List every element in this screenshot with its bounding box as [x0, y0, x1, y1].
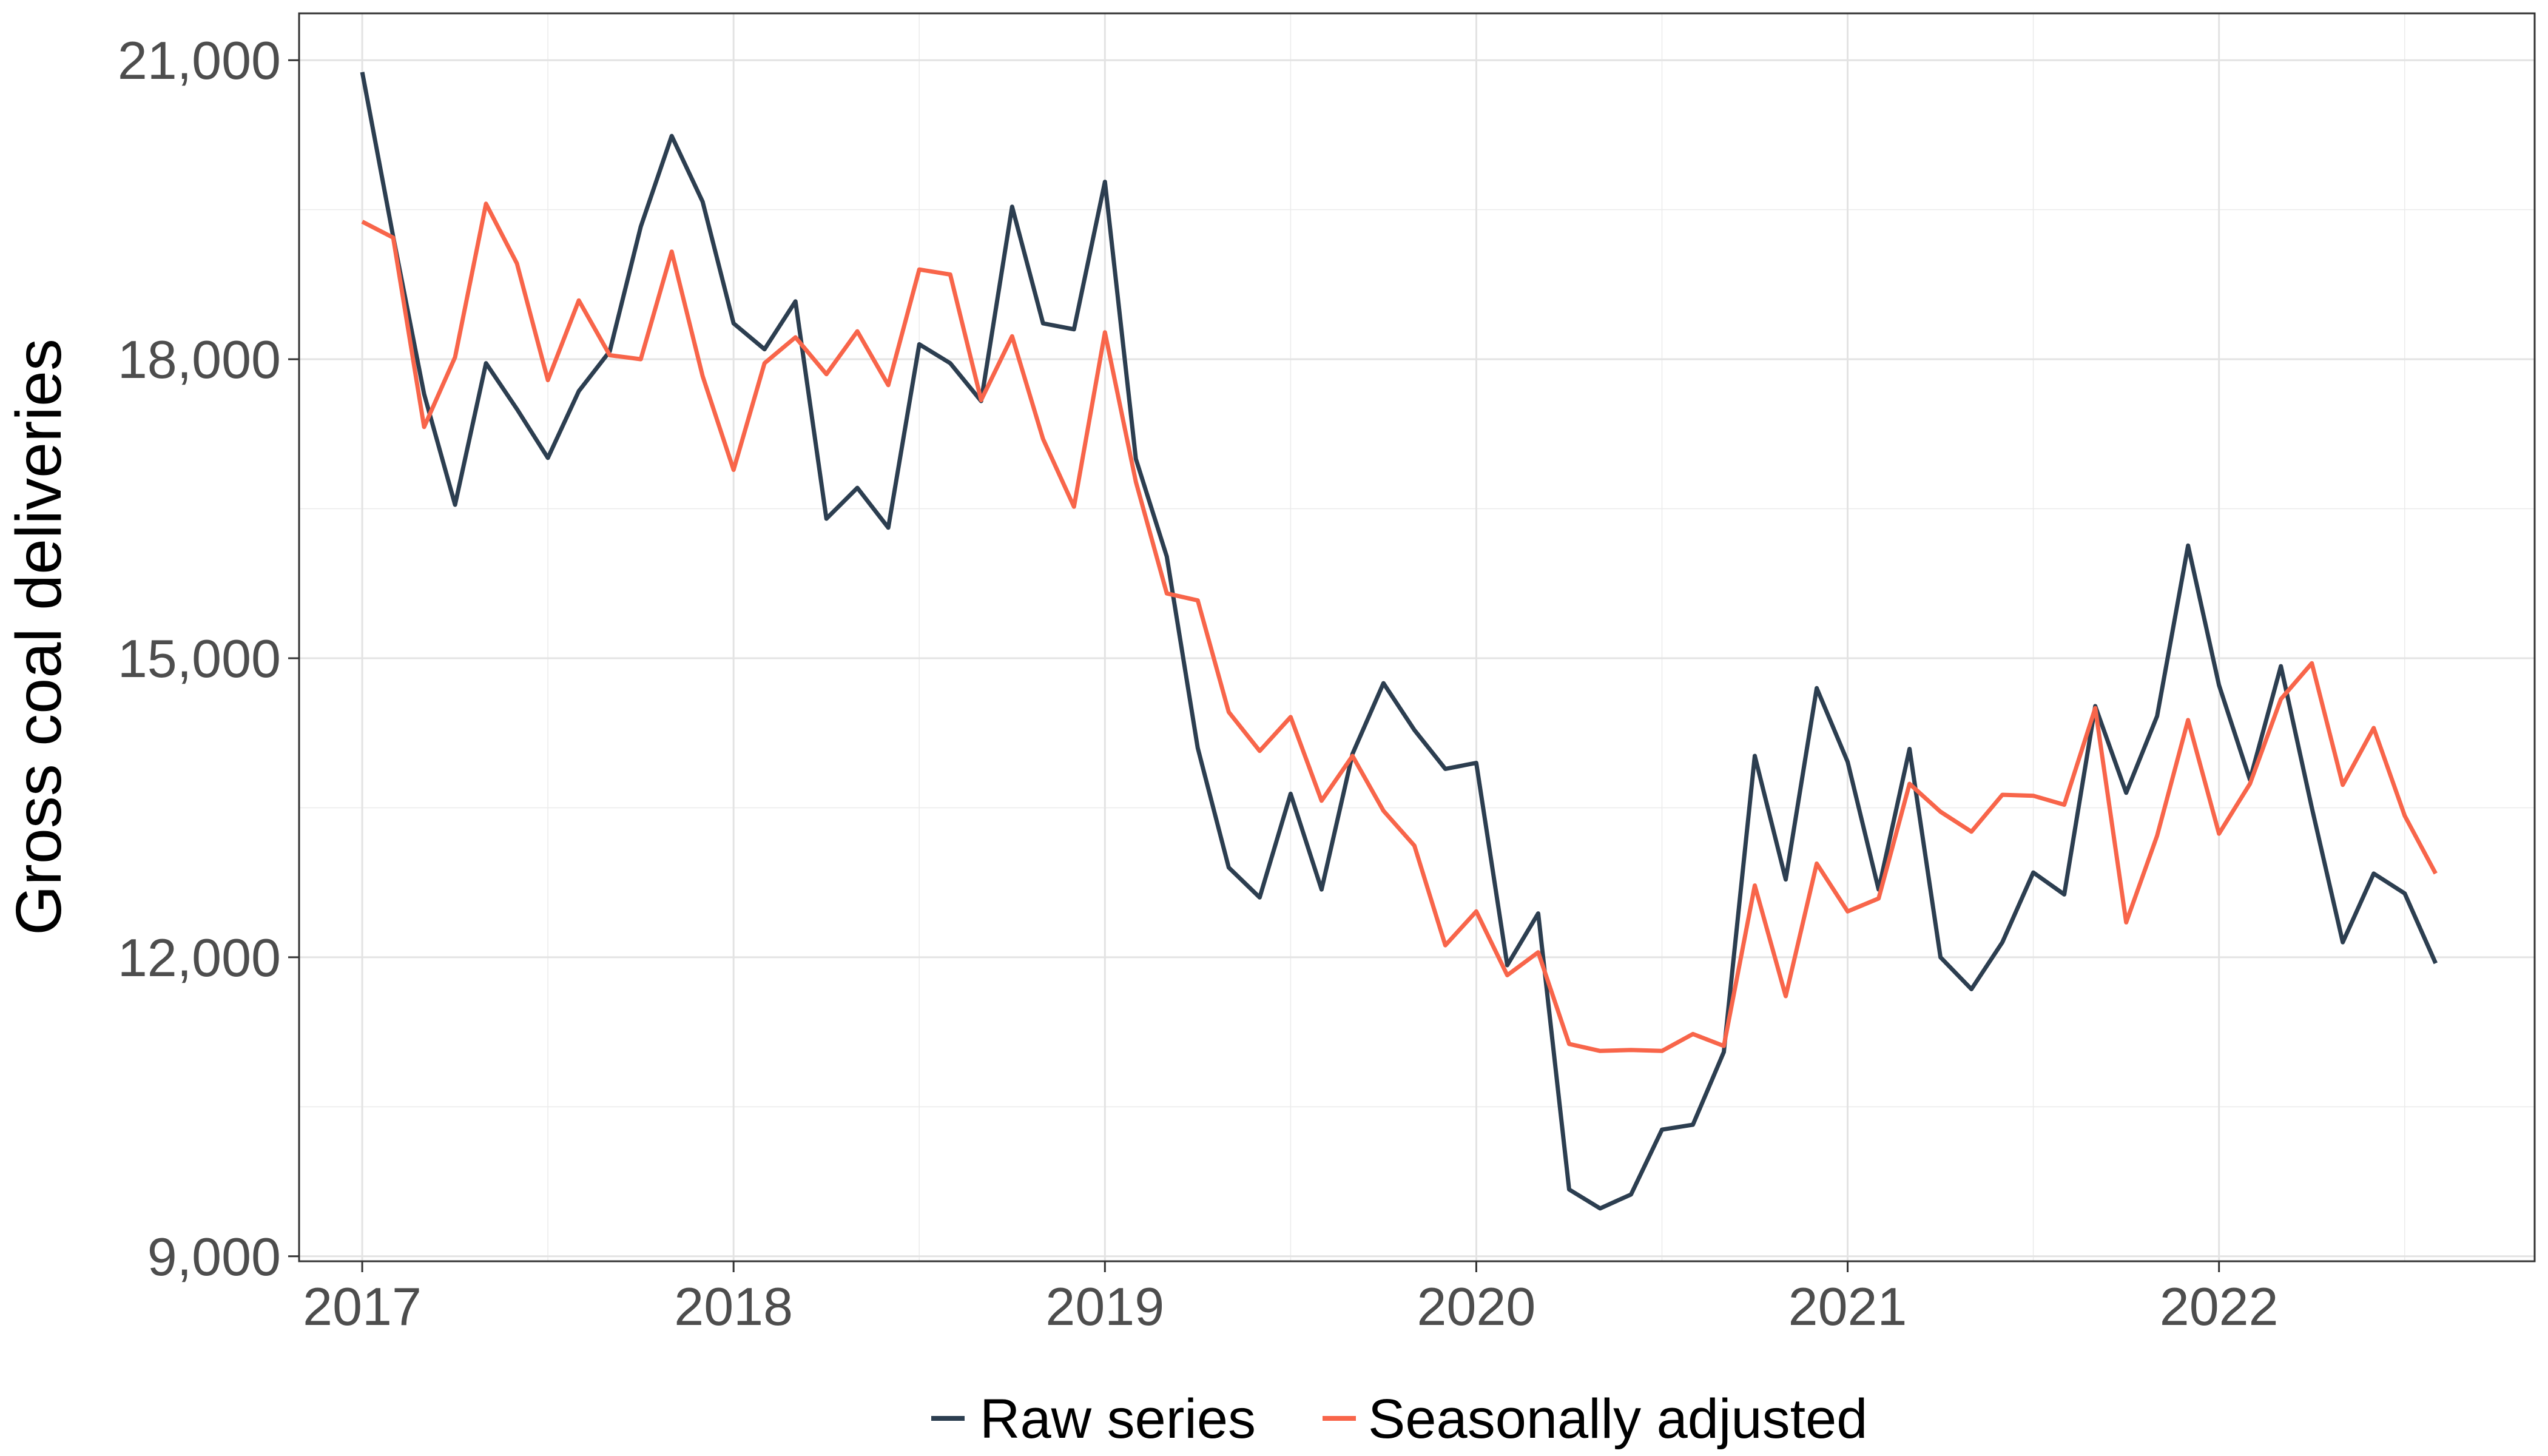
series-layer: [360, 72, 2438, 1211]
series-line-raw-series: [360, 72, 2438, 1211]
panel-border: [298, 12, 2536, 1262]
legend-label-seasonally-adjusted: Seasonally adjusted: [1368, 1388, 1867, 1450]
y-tick-label: 21,000: [118, 30, 281, 90]
x-tick-label: 2022: [2160, 1276, 2279, 1336]
x-tick-label: 2019: [1045, 1276, 1164, 1336]
major-grid: [299, 13, 2535, 1261]
x-tick-label: 2020: [1417, 1276, 1536, 1336]
x-tick-label: 2021: [1788, 1276, 1907, 1336]
x-axis: 2017 2018 2019 2020 2021 2022: [303, 1261, 2279, 1336]
y-tick-label: 18,000: [118, 329, 281, 389]
x-tick-label: 2018: [674, 1276, 793, 1336]
legend-label-raw-series: Raw series: [980, 1388, 1256, 1450]
x-tick-label: 2017: [303, 1276, 422, 1336]
legend: Raw series Seasonally adjusted: [931, 1388, 1867, 1450]
y-axis: 9,000 12,000 15,000 18,000 21,000: [118, 30, 299, 1287]
y-tick-label: 9,000: [147, 1227, 281, 1287]
y-tick-label: 15,000: [118, 629, 281, 689]
y-axis-title: Gross coal deliveries: [3, 339, 75, 935]
series-line-seasonally-adjusted: [361, 201, 2438, 1053]
minor-grid: [299, 13, 2535, 1261]
panel-background: [299, 13, 2535, 1261]
y-tick-label: 12,000: [118, 928, 281, 988]
